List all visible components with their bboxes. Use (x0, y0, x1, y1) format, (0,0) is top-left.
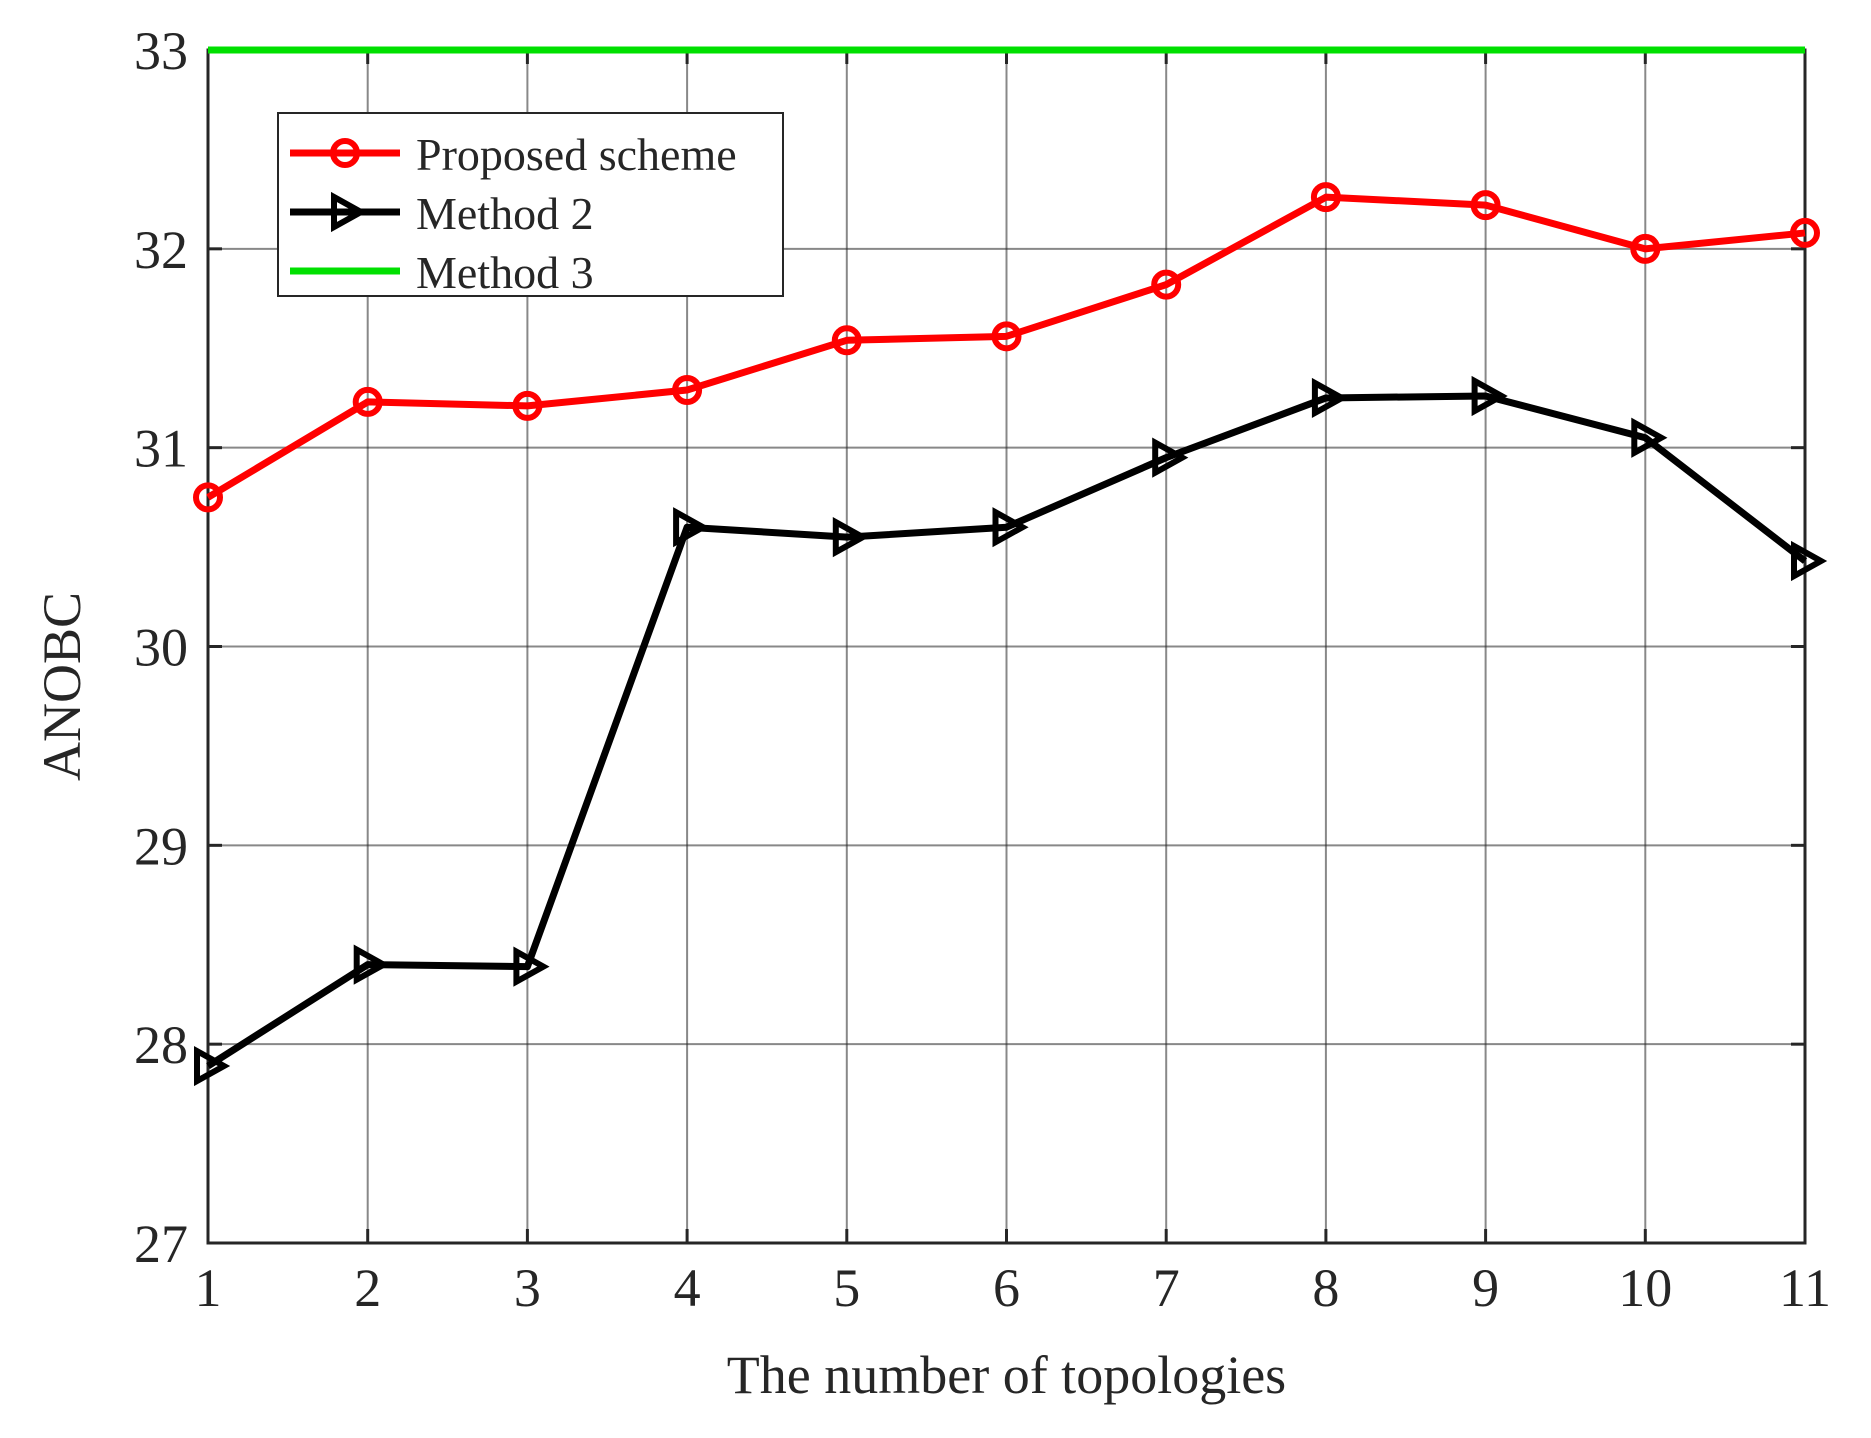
y-tick-label: 32 (134, 220, 188, 280)
x-tick-label: 3 (514, 1258, 541, 1318)
axis-ticks: 1 2 3 4 5 6 7 8 9 10 11 27 28 29 30 31 32 33 (134, 21, 1831, 1318)
data-point-proposed-scheme (193, 482, 223, 513)
data-point-method-2 (513, 946, 550, 987)
data-point-method-2 (194, 1045, 231, 1087)
data-point-proposed-scheme (831, 325, 862, 356)
x-tick-label: 1 (195, 1258, 222, 1318)
data-point-method-2 (1311, 377, 1349, 419)
x-tick-label: 7 (1153, 1258, 1180, 1318)
series-line-method-2 (206, 392, 1808, 1069)
x-tick-label: 2 (354, 1258, 381, 1318)
x-tick-label: 6 (993, 1258, 1020, 1318)
x-tick-label: 8 (1312, 1258, 1339, 1318)
data-point-proposed-scheme (1470, 190, 1501, 221)
x-tick-label: 4 (674, 1258, 701, 1318)
data-point-method-2 (1791, 540, 1828, 582)
data-point-proposed-scheme (1151, 269, 1182, 300)
legend: Proposed scheme Method 2 Method 3 (277, 112, 784, 298)
data-point-proposed-scheme (512, 390, 543, 421)
x-tick-label: 10 (1618, 1258, 1672, 1318)
data-point-method-2 (1152, 437, 1189, 478)
data-point-proposed-scheme (672, 375, 703, 406)
data-point-proposed-scheme (1310, 182, 1341, 213)
data-point-proposed-scheme (1790, 217, 1820, 248)
data-point-method-2 (673, 507, 710, 548)
data-point-proposed-scheme (1630, 233, 1661, 264)
data-point-method-2 (1471, 375, 1508, 417)
series-line-proposed-scheme (206, 193, 1806, 501)
y-tick-label: 31 (134, 419, 188, 479)
x-tick-label: 11 (1779, 1258, 1831, 1318)
x-tick-label: 5 (833, 1258, 860, 1318)
y-tick-label: 30 (134, 618, 188, 678)
data-point-proposed-scheme (352, 386, 383, 417)
legend-marker-proposed-scheme (330, 138, 360, 168)
series-lines (206, 46, 1808, 1069)
series-markers (193, 182, 1828, 1087)
data-point-method-2 (353, 944, 390, 985)
y-tick-label: 28 (134, 1015, 188, 1075)
data-point-method-2 (1631, 417, 1668, 458)
y-tick-label: 29 (134, 816, 188, 876)
y-tick-label: 27 (134, 1214, 188, 1274)
data-point-method-2 (832, 517, 869, 558)
y-tick-label: 33 (134, 21, 188, 81)
legend-label-method-2: Method 2 (416, 188, 594, 239)
legend-box (277, 112, 784, 297)
legend-label-method-3: Method 3 (416, 247, 594, 298)
y-axis-label: ANOBC (32, 592, 92, 781)
x-axis-label: The number of topologies (727, 1345, 1286, 1405)
data-point-method-2 (992, 507, 1029, 548)
data-point-proposed-scheme (991, 321, 1022, 352)
legend-marker-method-2 (331, 191, 368, 233)
legend-label-proposed-scheme: Proposed scheme (416, 129, 737, 180)
x-tick-label: 9 (1472, 1258, 1499, 1318)
